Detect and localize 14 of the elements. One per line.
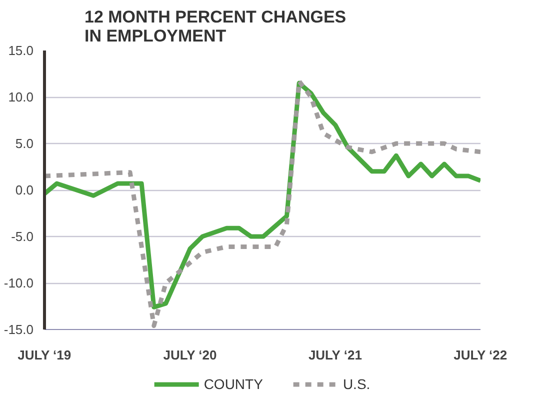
chart-title: 12 MONTH PERCENT CHANGES IN EMPLOYMENT [84, 8, 346, 46]
y-tick-label: 5.0 [15, 136, 34, 151]
legend-label: COUNTY [204, 376, 263, 392]
y-tick-label: 0.0 [15, 182, 34, 198]
y-tick-label: -15.0 [4, 322, 34, 337]
x-tick-label: JULY ‘20 [163, 348, 217, 362]
y-tick-label: 15.0 [8, 43, 34, 58]
y-tick-label: 10.0 [8, 90, 34, 104]
x-tick-label: JULY ‘22 [454, 348, 508, 362]
y-tick-label: -5.0 [11, 229, 34, 244]
x-tick-label: JULY ‘19 [18, 348, 72, 362]
legend-label: U.S. [342, 376, 370, 392]
y-tick-label: -10.0 [4, 276, 34, 290]
x-tick-label: JULY ‘21 [308, 348, 362, 362]
